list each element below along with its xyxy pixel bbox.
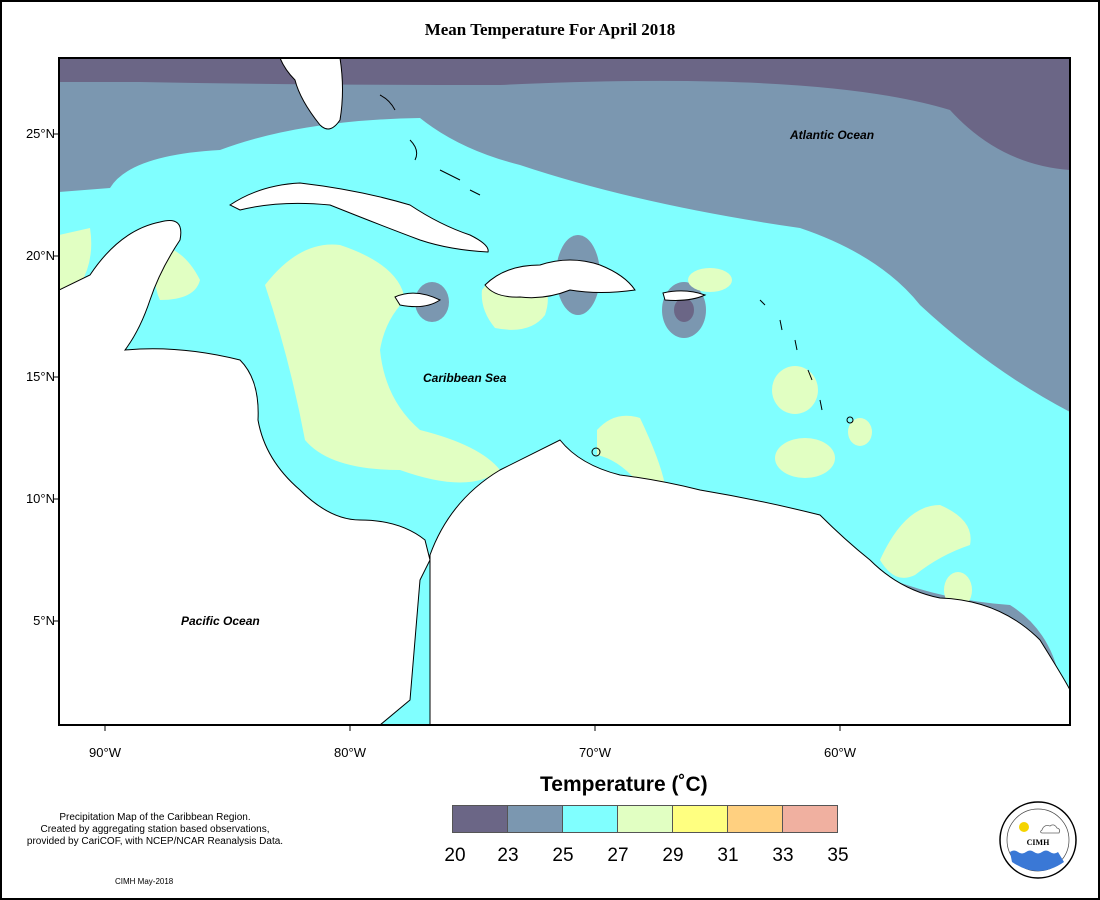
map-title: Mean Temperature For April 2018	[424, 20, 676, 39]
legend-swatch	[452, 805, 508, 833]
footnote: Precipitation Map of the Caribbean Regio…	[0, 812, 310, 848]
lat-label-5n: 5°N	[33, 613, 55, 628]
legend-tick: 23	[497, 845, 519, 866]
land-central-america	[59, 220, 431, 725]
footnote-line: provided by CariCOF, with NCEP/NCAR Rean…	[26, 836, 284, 847]
lon-label-80w: 80°W	[334, 745, 366, 760]
label-pacific-ocean: Pacific Ocean	[181, 614, 260, 628]
legend-title: Temperature (˚C)	[540, 773, 708, 796]
legend-swatch	[782, 805, 838, 833]
legend-swatch	[562, 805, 618, 833]
cimh-logo: CIMH	[999, 801, 1077, 879]
land-puerto-rico	[662, 290, 707, 301]
lat-label-10n: 10°N	[25, 491, 55, 506]
zone-20-23-north	[59, 58, 1070, 170]
credit-text: CIMH May-2018	[115, 877, 174, 886]
waves-icon	[1010, 850, 1064, 871]
legend-tick: 31	[717, 845, 739, 866]
lon-label-60w: 60°W	[824, 745, 856, 760]
legend-tick: 33	[772, 845, 794, 866]
legend-tick: 29	[662, 845, 684, 866]
lon-label-70w: 70°W	[579, 745, 611, 760]
zone-27-29-antilles1	[772, 366, 818, 414]
land-cuba	[229, 182, 489, 253]
zone-27-29-central	[265, 244, 500, 483]
zone-27-29-bvi	[688, 268, 732, 292]
legend-tick: 35	[827, 845, 849, 866]
legend-tick: 25	[552, 845, 574, 866]
legend-swatch	[617, 805, 673, 833]
zone-27-29-yucatan-w	[59, 228, 92, 290]
lat-label-20n: 20°N	[25, 248, 55, 263]
land-south-america	[429, 439, 1070, 725]
legend-swatch	[672, 805, 728, 833]
label-atlantic-ocean: Atlantic Ocean	[790, 128, 875, 142]
label-caribbean-sea: Caribbean Sea	[423, 371, 507, 385]
lat-label-15n: 15°N	[25, 369, 55, 384]
zone-27-29-atlantic-s	[880, 505, 971, 578]
land-hispaniola	[484, 259, 636, 299]
zone-27-29-antilles2	[775, 438, 835, 478]
cloud-icon	[1040, 824, 1061, 834]
lon-label-90w: 90°W	[89, 745, 121, 760]
legend-swatch	[727, 805, 783, 833]
logo-center-text: CIMH	[1027, 838, 1050, 847]
legend-tick: 20	[444, 845, 466, 866]
land-florida	[279, 58, 343, 130]
lat-label-25n: 25°N	[25, 126, 55, 141]
legend-tick: 27	[607, 845, 629, 866]
legend-swatch	[507, 805, 563, 833]
footnote-line: Created by aggregating station based obs…	[40, 824, 270, 835]
land-jamaica	[394, 292, 442, 308]
footnote-line: Precipitation Map of the Caribbean Regio…	[59, 812, 251, 823]
zone-27-29-coast	[597, 415, 665, 485]
sun-icon	[1019, 822, 1029, 832]
